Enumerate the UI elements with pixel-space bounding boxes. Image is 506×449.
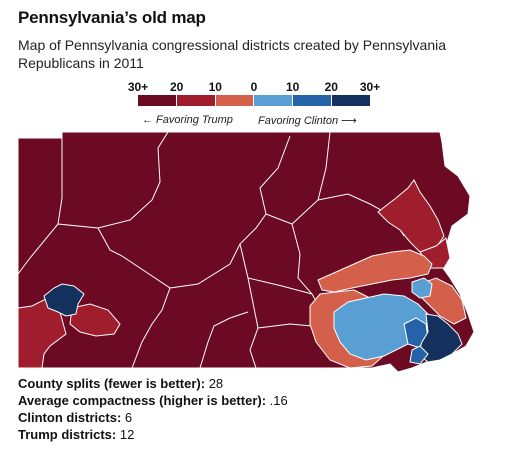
stat-trump-districts: Trump districts: 12 <box>18 426 288 443</box>
map-title: Pennsylvania’s old map <box>18 8 206 27</box>
legend-swatch-clinton-30plus <box>332 95 370 106</box>
legend-color-bar <box>138 95 370 106</box>
stat-county-splits: County splits (fewer is better): 28 <box>18 375 288 392</box>
legend-ticks: 30+ 20 10 0 10 20 30+ <box>128 80 380 94</box>
stat-label: County splits (fewer is better): <box>18 376 206 391</box>
district-lehigh-clinton-10 <box>411 277 433 299</box>
district-map <box>17 131 475 373</box>
legend-swatch-clinton-10 <box>254 95 294 106</box>
district-southwest-trump-20 <box>69 303 121 337</box>
favoring-clinton-label: Favoring Clinton ⟶ <box>258 115 357 127</box>
legend-tick: 30+ <box>127 80 149 94</box>
legend-tick: 10 <box>208 80 222 94</box>
favoring-trump-label: ← Favoring Trump <box>142 114 233 126</box>
district-statistics: County splits (fewer is better): 28 Aver… <box>18 375 288 443</box>
district-northeast-trump-20 <box>377 179 445 253</box>
map-subtitle: Map of Pennsylvania congressional distri… <box>18 37 447 71</box>
legend-tick: 20 <box>324 80 338 94</box>
stat-value: 12 <box>119 427 135 442</box>
district-west-trump-20 <box>17 293 67 369</box>
legend-tick: 20 <box>169 80 184 94</box>
legend-swatch-trump-30plus <box>138 95 177 106</box>
color-legend: 30+ 20 10 0 10 20 30+ ← Favoring Trump F… <box>128 80 380 130</box>
district-central-trump-10 <box>317 249 433 293</box>
district-philadelphia-clinton-30plus <box>417 313 463 363</box>
legend-swatch-clinton-20 <box>293 95 333 106</box>
legend-direction-labels: ← Favoring Trump Favoring Clinton ⟶ <box>138 114 370 130</box>
legend-tick: 10 <box>285 80 300 94</box>
stat-value: .16 <box>269 393 288 408</box>
legend-tick: 0 <box>250 80 258 94</box>
stat-value: 6 <box>124 410 133 425</box>
stat-label: Clinton districts: <box>18 410 122 425</box>
legend-swatch-trump-10 <box>215 95 255 106</box>
stat-average-compactness: Average compactness (higher is better): … <box>18 392 288 409</box>
stat-clinton-districts: Clinton districts: 6 <box>18 409 288 426</box>
legend-tick: 30+ <box>359 80 381 94</box>
district-pittsburgh-clinton-30plus <box>43 283 85 317</box>
stat-label: Average compactness (higher is better): <box>18 393 267 408</box>
stat-value: 28 <box>208 376 224 391</box>
stat-label: Trump districts: <box>18 427 117 442</box>
district-philadelphia-clinton-20 <box>409 345 429 365</box>
legend-swatch-trump-20 <box>176 95 216 106</box>
